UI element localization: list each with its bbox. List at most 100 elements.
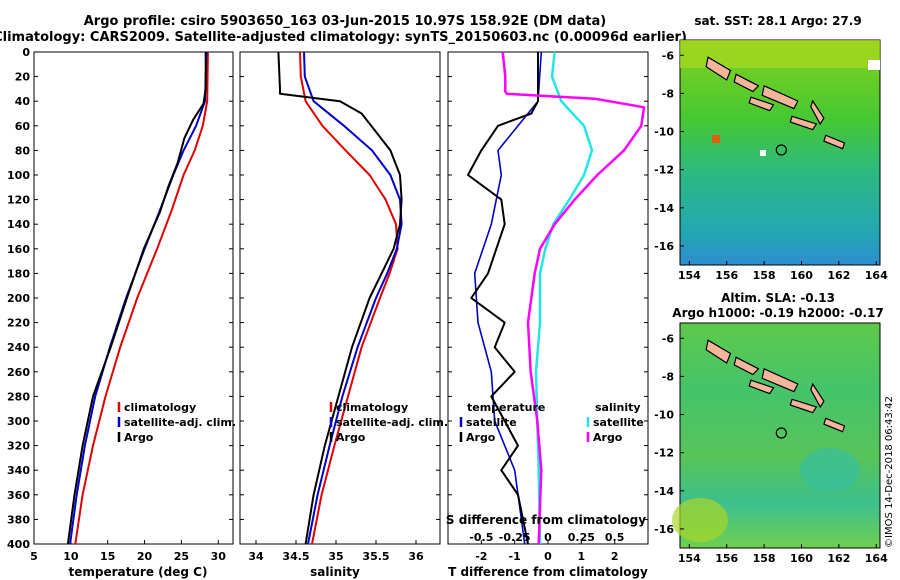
- island-shape: [789, 398, 818, 414]
- sst-map-field: [679, 39, 881, 266]
- map-y-tick-label: -16: [654, 240, 674, 253]
- depth-tick-label: 120: [7, 194, 30, 207]
- depth-tick-label: 160: [7, 243, 30, 256]
- depth-tick-label: 40: [15, 95, 31, 108]
- map-y-tick-label: -8: [662, 87, 674, 100]
- temperature-x-tick-label: 30: [211, 550, 227, 563]
- difference-T-tick-label: 2: [611, 550, 619, 563]
- depth-tick-label: 240: [7, 341, 30, 354]
- depth-tick-label: 0: [22, 46, 30, 59]
- sst-cloud-patch: [760, 150, 766, 156]
- map-x-tick-label: 160: [790, 552, 813, 565]
- map-y-tick-label: -6: [662, 332, 675, 345]
- island-shape: [705, 339, 732, 364]
- map-x-tick-label: 156: [715, 269, 738, 282]
- sst-cloud-patch: [868, 60, 880, 70]
- temperature-x-tick-label: 25: [174, 550, 189, 563]
- temperature-legend-label: climatology: [124, 401, 196, 414]
- map-x-tick-label: 164: [865, 552, 888, 565]
- difference-legend-salinity-title: salinity: [595, 401, 641, 414]
- salinity-x-tick-label: 34.5: [282, 550, 309, 563]
- island-shape: [810, 382, 825, 409]
- difference-S-tick-label: 0.5: [605, 531, 625, 544]
- difference-T-tick-label: -2: [475, 550, 487, 563]
- sst-hot-pixel: [712, 135, 720, 143]
- island-shape: [761, 84, 799, 110]
- depth-tick-label: 300: [7, 415, 30, 428]
- depth-tick-label: 400: [7, 538, 30, 551]
- temperature-argo-line: [66, 52, 207, 545]
- salinity-plot-area: [239, 51, 441, 545]
- temperature-legend-label: satellite-adj. clim.: [124, 416, 236, 429]
- temperature-x-tick-label: 20: [137, 550, 153, 563]
- difference-T-tick-label: 0: [544, 550, 552, 563]
- salinity-x-tick-label: 34: [248, 550, 264, 563]
- map-y-tick-label: -16: [654, 523, 674, 536]
- temperature-x-tick-label: 5: [30, 550, 38, 563]
- salinity-legend-label: Argo: [336, 431, 366, 444]
- difference-xlabel: T difference from climatology: [448, 565, 648, 579]
- difference-T-argo-line: [467, 52, 539, 545]
- map-x-tick-label: 164: [865, 269, 888, 282]
- sla-map-panel: 154 156 158 160 162 164 -6 -8 -10 -12 -14 -16: [654, 322, 888, 565]
- depth-tick-label: 220: [7, 317, 30, 330]
- map-x-tick-label: 154: [678, 269, 701, 282]
- map-x-tick-label: 154: [678, 552, 701, 565]
- argo-position-marker: [775, 144, 787, 156]
- map-x-tick-label: 156: [715, 552, 738, 565]
- map-x-tick-label: 158: [753, 552, 776, 565]
- map-x-tick-label: 162: [827, 269, 850, 282]
- difference-legend-temperature-label: satellite: [466, 416, 517, 429]
- salinity-x-tick-label: 36: [408, 550, 424, 563]
- map-y-tick-label: -14: [654, 202, 674, 215]
- difference-T-tick-label: -1: [509, 550, 521, 563]
- island-shape: [789, 115, 818, 131]
- depth-tick-label: 100: [7, 169, 30, 182]
- sla-map-subtitle: Argo h1000: -0.19 h2000: -0.17: [672, 306, 883, 320]
- argo-position-marker: [775, 427, 787, 439]
- sst-map-panel: 154 156 158 160 162 164 -6 -8 -10 -12 -14 -16: [654, 39, 888, 282]
- difference-legend-salinity-label: Argo: [593, 431, 623, 444]
- depth-tick-label: 380: [7, 513, 30, 526]
- salinity-argo-line: [277, 51, 403, 545]
- island-shape: [823, 417, 846, 433]
- salinity-panel: 34 34.5 35 35.5 36 climatology satellite-adj. …: [239, 51, 448, 563]
- imos-stamp: ©IMOS 14-Dec-2018 06:43:42: [884, 396, 895, 548]
- salinity-legend-label: climatology: [336, 401, 408, 414]
- island-shape: [810, 99, 825, 126]
- island-shape: [705, 56, 732, 81]
- depth-tick-label: 200: [7, 292, 30, 305]
- temperature-x-tick-label: 15: [100, 550, 115, 563]
- salinity-xlabel: salinity: [310, 565, 360, 579]
- depth-tick-label: 60: [15, 120, 31, 133]
- depth-tick-label: 140: [7, 218, 30, 231]
- island-shape: [733, 73, 760, 93]
- depth-tick-label: 20: [15, 71, 31, 84]
- difference-panel: -2 -1 0 1 2-0.5 -0.25 0 0.25 0.5temperaturesatel…: [447, 51, 649, 563]
- temperature-climatology-line: [74, 51, 209, 545]
- depth-tick-label: 260: [7, 366, 30, 379]
- sst-map-title: sat. SST: 28.1 Argo: 27.9: [694, 14, 861, 28]
- difference-legend-salinity-label: satellite: [593, 416, 644, 429]
- salinity-x-tick-label: 35: [328, 550, 343, 563]
- depth-tick-label: 340: [7, 464, 30, 477]
- map-y-tick-label: -12: [654, 447, 674, 460]
- temperature-xlabel: temperature (deg C): [69, 565, 208, 579]
- island-shape: [748, 96, 775, 112]
- map-y-tick-label: -12: [654, 164, 674, 177]
- salinity-satellite-line: [303, 51, 403, 545]
- map-y-tick-label: -6: [662, 49, 675, 62]
- difference-plot-area: [447, 51, 649, 545]
- difference-T-satellite-line: [473, 51, 543, 545]
- map-x-tick-label: 160: [790, 269, 813, 282]
- salinity-legend-label: satellite-adj. clim.: [336, 416, 448, 429]
- difference-S-argo-line: [501, 51, 646, 545]
- island-shape: [748, 379, 775, 395]
- difference-S-tick-label: 0: [544, 531, 552, 544]
- island-shape: [761, 367, 799, 393]
- salinity-x-tick-label: 35.5: [362, 550, 389, 563]
- sla-map-title: Altim. SLA: -0.13: [721, 291, 835, 305]
- difference-legend-temperature-label: Argo: [466, 431, 496, 444]
- title-line2: Climatology: CARS2009. Satellite-adjuste…: [0, 30, 687, 45]
- difference-T-tick-label: 1: [578, 550, 586, 563]
